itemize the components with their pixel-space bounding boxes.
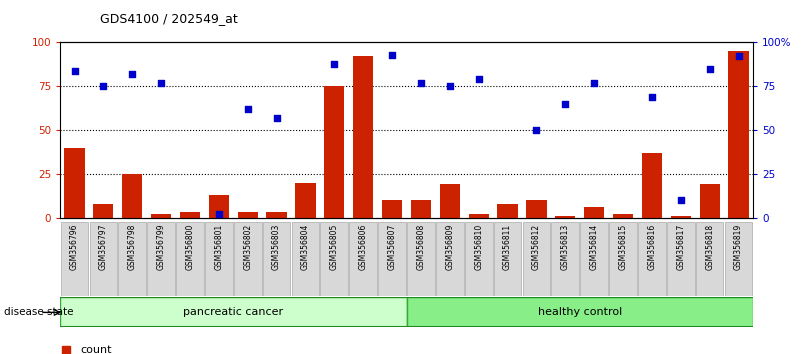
Point [674, 198, 687, 203]
Text: GSM356818: GSM356818 [705, 224, 714, 270]
FancyBboxPatch shape [580, 222, 608, 296]
Point [415, 80, 428, 86]
Point [646, 94, 658, 99]
Text: GSM356812: GSM356812 [532, 224, 541, 270]
FancyBboxPatch shape [667, 222, 694, 296]
FancyBboxPatch shape [176, 222, 203, 296]
FancyBboxPatch shape [493, 222, 521, 296]
Point [155, 80, 167, 86]
Bar [122, 174, 143, 218]
FancyBboxPatch shape [436, 222, 464, 296]
Bar [497, 204, 517, 218]
Text: GSM356806: GSM356806 [359, 224, 368, 270]
Point [473, 76, 485, 82]
FancyBboxPatch shape [465, 222, 493, 296]
Text: GSM356800: GSM356800 [186, 224, 195, 270]
Bar [267, 212, 287, 218]
Point [588, 80, 601, 86]
Point [444, 84, 457, 89]
Point [97, 84, 110, 89]
FancyBboxPatch shape [349, 222, 377, 296]
FancyBboxPatch shape [378, 222, 406, 296]
Point [703, 66, 716, 72]
Text: GSM356808: GSM356808 [417, 224, 425, 270]
Text: GSM356796: GSM356796 [70, 224, 79, 270]
Text: count: count [80, 346, 111, 354]
FancyBboxPatch shape [696, 222, 723, 296]
FancyBboxPatch shape [205, 222, 233, 296]
Point [530, 127, 543, 133]
FancyBboxPatch shape [147, 222, 175, 296]
Point [212, 211, 225, 217]
Bar [555, 216, 575, 218]
Bar [151, 214, 171, 218]
Bar [440, 184, 460, 218]
Bar [93, 204, 114, 218]
FancyBboxPatch shape [638, 222, 666, 296]
Bar [613, 214, 633, 218]
Bar [180, 212, 200, 218]
Text: pancreatic cancer: pancreatic cancer [183, 307, 284, 318]
FancyBboxPatch shape [119, 222, 146, 296]
FancyBboxPatch shape [610, 222, 637, 296]
Bar [584, 207, 604, 218]
Bar [411, 200, 431, 218]
Bar [728, 51, 749, 218]
Bar [209, 195, 229, 218]
Bar [324, 86, 344, 218]
Point [385, 52, 398, 58]
Bar [238, 212, 258, 218]
Text: GSM356809: GSM356809 [445, 224, 454, 270]
FancyBboxPatch shape [61, 222, 88, 296]
FancyBboxPatch shape [320, 222, 348, 296]
Text: GSM356801: GSM356801 [215, 224, 223, 270]
Text: GSM356810: GSM356810 [474, 224, 483, 270]
Text: GSM356802: GSM356802 [244, 224, 252, 270]
FancyBboxPatch shape [90, 222, 117, 296]
FancyBboxPatch shape [725, 222, 752, 296]
Point [559, 101, 572, 107]
FancyBboxPatch shape [234, 222, 262, 296]
Point [241, 106, 254, 112]
Text: GSM356805: GSM356805 [330, 224, 339, 270]
Text: GSM356814: GSM356814 [590, 224, 598, 270]
Bar [353, 57, 373, 218]
Text: GSM356817: GSM356817 [676, 224, 686, 270]
Bar [469, 214, 489, 218]
FancyBboxPatch shape [407, 222, 435, 296]
Text: GSM356803: GSM356803 [272, 224, 281, 270]
FancyBboxPatch shape [406, 297, 753, 327]
Text: GSM356807: GSM356807 [388, 224, 396, 270]
Text: GSM356799: GSM356799 [157, 224, 166, 270]
Text: GSM356813: GSM356813 [561, 224, 570, 270]
Text: disease state: disease state [4, 307, 74, 318]
Text: GDS4100 / 202549_at: GDS4100 / 202549_at [100, 12, 238, 25]
Text: GSM356819: GSM356819 [734, 224, 743, 270]
Text: GSM356816: GSM356816 [647, 224, 656, 270]
Text: GSM356811: GSM356811 [503, 224, 512, 270]
Point [328, 61, 340, 66]
Point [126, 71, 139, 77]
Bar [670, 216, 691, 218]
Point [270, 115, 283, 121]
FancyBboxPatch shape [60, 297, 406, 327]
FancyBboxPatch shape [551, 222, 579, 296]
Bar [382, 200, 402, 218]
Text: GSM356804: GSM356804 [301, 224, 310, 270]
FancyBboxPatch shape [263, 222, 291, 296]
Text: GSM356797: GSM356797 [99, 224, 108, 270]
Text: GSM356815: GSM356815 [618, 224, 627, 270]
Bar [699, 184, 720, 218]
FancyBboxPatch shape [522, 222, 550, 296]
Bar [642, 153, 662, 218]
Point [68, 68, 81, 73]
Bar [296, 183, 316, 218]
Bar [64, 148, 85, 218]
Point [732, 54, 745, 59]
Bar [526, 200, 546, 218]
Text: GSM356798: GSM356798 [127, 224, 137, 270]
FancyBboxPatch shape [292, 222, 320, 296]
Text: healthy control: healthy control [537, 307, 622, 318]
